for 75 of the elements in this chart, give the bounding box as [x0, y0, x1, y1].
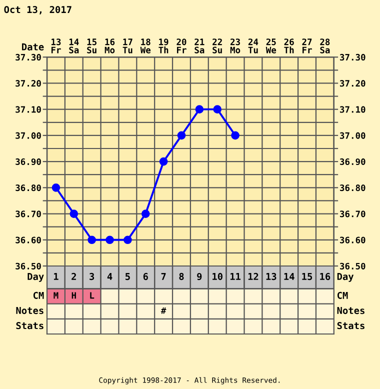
- chart-title: Oct 13, 2017: [4, 6, 72, 14]
- y-tick-label: 37.20: [16, 80, 41, 87]
- text: H: [72, 292, 76, 299]
- x-tick-label: 3: [90, 272, 94, 280]
- x-tick-label: 5: [126, 273, 130, 280]
- y2-tick-label: Stats: [337, 322, 364, 330]
- text: M: [54, 292, 58, 299]
- point: [70, 210, 78, 218]
- x-tick-label: 18 We: [140, 38, 151, 54]
- y2-tick-label: 36.90: [340, 158, 366, 166]
- y2-tick-label: 37.00: [340, 132, 366, 139]
- y-tick-label: 36.70: [16, 210, 41, 218]
- point: [213, 105, 222, 114]
- y-tick-label: 37.30: [16, 54, 41, 61]
- x-tick-label: 25 We: [266, 38, 276, 54]
- point: [231, 131, 240, 140]
- y-tick-label: Stats: [16, 322, 44, 330]
- x-tick-label: 10: [212, 272, 222, 280]
- x-tick-label: 15: [302, 273, 312, 280]
- point: [141, 210, 150, 218]
- x-tick-label: 13: [266, 272, 276, 280]
- y2-tick-label: Notes: [337, 307, 364, 314]
- y2-tick-label: 36.70: [340, 210, 366, 218]
- x-tick-label: 22 Su: [212, 38, 222, 54]
- x-tick-label: 14: [284, 273, 294, 280]
- point: [159, 157, 168, 166]
- x-tick-label: 4: [107, 273, 112, 280]
- x-tick-label: 16 Mo: [104, 38, 115, 54]
- x-tick-label: 16: [320, 272, 330, 280]
- x-tick-label: 1: [54, 273, 58, 280]
- point: [195, 105, 204, 114]
- x-tick-label: 7: [161, 273, 166, 280]
- y2-tick-label: 37.30: [340, 54, 366, 61]
- y2-tick-label: 36.50: [340, 262, 366, 270]
- x-tick-label: 17 Tu: [122, 38, 132, 54]
- x-tick-label: 24 Tu: [248, 38, 258, 54]
- y-tick-label: CM: [33, 292, 44, 299]
- text: #: [160, 307, 166, 314]
- x-tick-label: 21 Sa: [194, 38, 204, 54]
- x-tick-label: 2: [72, 272, 76, 280]
- text: L: [90, 292, 94, 299]
- y2-tick-label: 37.10: [340, 106, 366, 113]
- x-tick-label: 19 Th: [158, 38, 168, 54]
- x-tick-label: 6: [143, 272, 148, 280]
- x-tick-label: 20 Fr: [176, 38, 186, 54]
- point: [88, 236, 96, 244]
- x-tick-label: 15 Su: [87, 38, 97, 54]
- x-tick-label: 27 Fr: [302, 38, 312, 54]
- x-tick-label: 8: [179, 272, 184, 280]
- x-tick-label: 28 Sa: [320, 38, 330, 54]
- x-tick-label: 13 Fr: [51, 38, 61, 54]
- y-tick-label: 37.00: [16, 132, 41, 139]
- x-tick-label: 11: [230, 273, 241, 280]
- point: [124, 236, 132, 244]
- y2-tick-label: 36.80: [340, 184, 366, 192]
- point: [52, 183, 60, 192]
- x-tick-label: 23 Mo: [230, 38, 240, 54]
- y2-tick-label: 36.60: [340, 236, 366, 244]
- y-tick-label: 37.10: [16, 106, 41, 113]
- x-tick-label: 9: [197, 272, 202, 280]
- y2-tick-label: 37.20: [340, 80, 366, 87]
- y2-tick-label: CM: [337, 292, 348, 299]
- point: [177, 131, 186, 140]
- x-tick-label: 26 Th: [284, 38, 294, 54]
- point: [106, 236, 114, 244]
- x-tick-label: 12: [248, 272, 258, 280]
- x-axis-title: Day: [28, 273, 44, 282]
- x-axis-title: Date: [22, 43, 44, 50]
- y-tick-label: 36.60: [16, 236, 41, 244]
- y-tick-label: 36.90: [16, 158, 41, 166]
- y-tick-label: 36.50: [16, 262, 41, 270]
- y-tick-label: 36.80: [16, 184, 41, 192]
- text: Day: [337, 273, 354, 282]
- y-tick-label: Notes: [16, 307, 44, 314]
- x-tick-label: 14 Sa: [69, 38, 79, 54]
